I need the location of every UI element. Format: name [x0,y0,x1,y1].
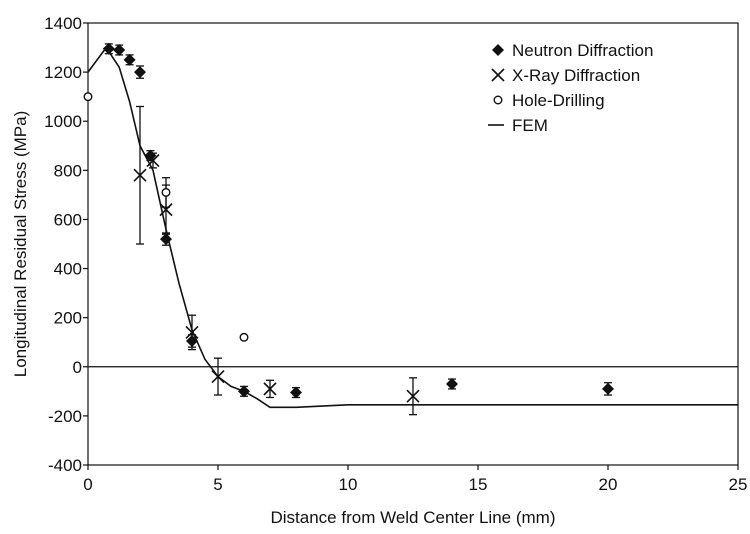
x-marker-stroke [133,168,147,182]
legend-label: Neutron Diffraction [512,41,653,60]
legend-item-neutron-diffraction: Neutron Diffraction [492,41,653,60]
y-tick-label: -400 [48,456,82,475]
x-marker-stroke [185,325,199,339]
series-x-ray-diffraction [133,105,420,416]
neutron-diffraction-point [113,44,126,57]
y-tick-label: -200 [48,407,82,426]
legend-label: FEM [512,116,548,135]
plot-area [87,22,739,466]
legend-label: Hole-Drilling [512,91,605,110]
x-tick-label: 15 [469,475,488,494]
y-tick-label: 200 [54,309,82,328]
hole-drilling-point [83,92,93,102]
x-marker-stroke [406,389,420,403]
x-axis-title: Distance from Weld Center Line (mm) [271,508,556,527]
legend-swatch [492,44,504,56]
fem-line [87,46,738,409]
legend-swatch [491,68,505,82]
x-ray-diffraction-point [185,325,199,339]
y-tick-label: 800 [54,161,82,180]
neutron-diffraction-point [290,386,302,399]
x-ray-diffraction-point [263,382,277,396]
series-layer [83,42,738,416]
x-ray-diffraction-point [406,389,420,403]
y-tick-label: 600 [54,210,82,229]
x-tick-label: 0 [83,475,92,494]
x-tick-label: 20 [599,475,618,494]
x-ray-diffraction-point [146,153,160,168]
legend-item-x-ray-diffraction: X-Ray Diffraction [491,66,640,85]
hole-drilling-point [161,187,171,197]
y-tick-label: 0 [73,358,82,377]
x-axis-ticks: 0 5 10 15 20 25 [83,465,747,494]
x-marker-stroke [146,153,160,168]
y-axis-title: Longitudinal Residual Stress (MPa) [11,111,30,377]
x-tick-label: 10 [339,475,358,494]
x-tick-label: 25 [729,475,748,494]
series-hole-drilling [83,92,249,342]
neutron-diffraction-point [446,377,458,390]
y-tick-label: 1200 [44,63,82,82]
legend-item-hole-drilling: Hole-Drilling [493,91,605,110]
neutron-diffraction-point [123,53,136,66]
series-fem [87,46,738,409]
hole-drilling-point [239,332,249,342]
legend-label: X-Ray Diffraction [512,66,640,85]
legend: Neutron Diffraction X-Ray Diffraction Hole… [488,41,653,135]
x-tick-label: 5 [213,475,222,494]
legend-item-fem: FEM [488,116,548,135]
y-tick-label: 1400 [44,14,82,33]
x-marker-stroke [491,68,505,82]
legend-swatch [493,95,503,105]
y-tick-label: 1000 [44,112,82,131]
neutron-diffraction-point [160,233,172,246]
x-marker-stroke [263,382,277,396]
neutron-diffraction-point [134,66,146,79]
y-axis-ticks: -400 -200 0 200 400 600 800 1000 1200 1400 [44,14,88,475]
y-tick-label: 400 [54,260,82,279]
neutron-diffraction-point [102,42,115,55]
x-ray-diffraction-point [133,168,147,182]
neutron-diffraction-point [602,382,614,395]
